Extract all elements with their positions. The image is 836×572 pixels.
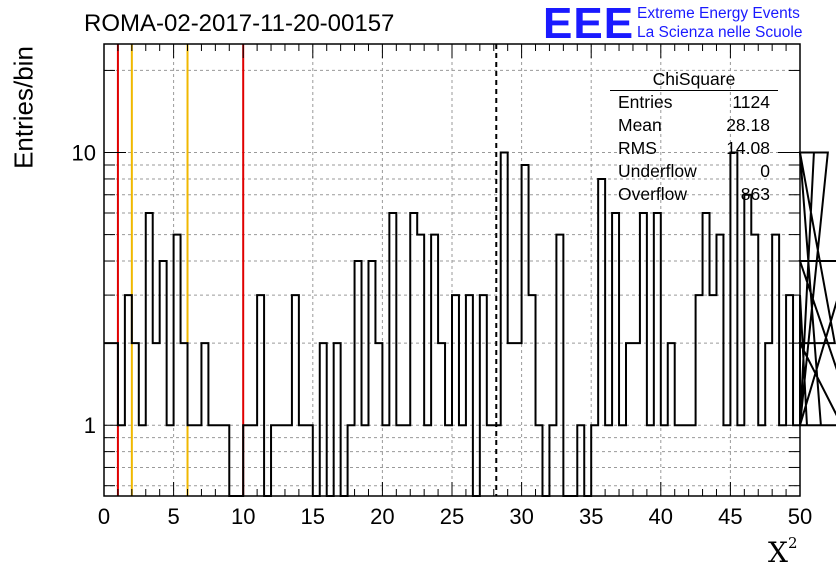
x-tick-label: 0 <box>98 504 110 529</box>
x-tick-labels: 0 5 10 15 20 25 30 35 40 45 50 <box>98 504 812 529</box>
x-tick-label: 15 <box>301 504 325 529</box>
stats-row-rms: RMS 14.08 <box>610 137 778 160</box>
y-tick-labels: 1 10 <box>72 141 96 439</box>
y-tick-label: 1 <box>84 413 96 438</box>
stats-label: RMS <box>618 138 657 158</box>
stats-row-entries: Entries 1124 <box>610 91 778 114</box>
marker-lines <box>116 44 498 496</box>
y-tick-label: 10 <box>72 141 96 166</box>
stats-box: ChiSquare Entries 1124 Mean 28.18 RMS 14.08… <box>610 68 778 206</box>
eee-logo: EEE <box>543 0 635 48</box>
stats-label: Entries <box>618 92 673 112</box>
stats-row-underflow: Underflow 0 <box>610 160 778 183</box>
x-tick-label: 30 <box>509 504 533 529</box>
x-tick-label: 35 <box>579 504 603 529</box>
stats-row-mean: Mean 28.18 <box>610 114 778 137</box>
y-axis-label: Entries/bin <box>8 46 39 169</box>
logo-caption-line-1: Extreme Energy Events <box>637 5 800 22</box>
x-tick-label: 5 <box>167 504 179 529</box>
x-tick-label: 50 <box>788 504 812 529</box>
stats-value: 0 <box>760 161 770 181</box>
x-tick-label: 25 <box>440 504 464 529</box>
stats-value: 1124 <box>732 92 770 112</box>
x-tick-label: 20 <box>370 504 394 529</box>
stats-value: 14.08 <box>726 138 770 158</box>
stats-value: 28.18 <box>726 115 770 135</box>
x-tick-label: 10 <box>231 504 255 529</box>
stats-label: Overflow <box>618 184 688 204</box>
stats-value: 863 <box>740 184 770 204</box>
axis-ticks <box>103 44 801 496</box>
x-tick-label: 45 <box>718 504 742 529</box>
stats-box-title: ChiSquare <box>610 68 778 91</box>
x-tick-label: 40 <box>649 504 673 529</box>
x-axis-label-base: X <box>768 536 788 569</box>
stats-label: Mean <box>618 115 662 135</box>
x-axis-label: X2 <box>768 534 798 569</box>
logo-caption-line-2: La Scienza nelle Scuole <box>637 24 803 41</box>
logo-caption: Extreme Energy Events La Scienza nelle S… <box>637 4 802 42</box>
x-axis-label-superscript: 2 <box>787 534 798 552</box>
stats-label: Underflow <box>618 161 697 181</box>
stats-row-overflow: Overflow 863 <box>610 183 778 206</box>
plot-title: ROMA-02-2017-11-20-00157 <box>84 10 395 37</box>
